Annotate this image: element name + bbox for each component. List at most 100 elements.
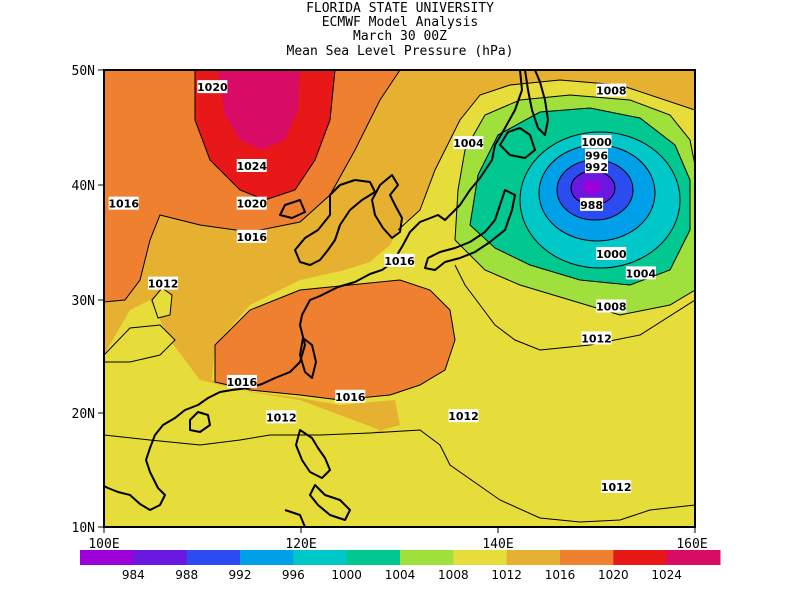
contour-label: 1020	[197, 80, 228, 94]
colorbar-label: 1008	[438, 568, 469, 582]
contour-label-text: 1016	[227, 376, 258, 389]
contour-label: 1012	[581, 331, 612, 345]
contour-labels: 1020 1024 1016 1020 1016 1012 1016 1016 1016 1012…	[108, 80, 656, 494]
contour-label-text: 1016	[108, 198, 139, 211]
lat-tick-30: 30N	[72, 294, 95, 309]
coast-japan-honshu	[424, 189, 516, 271]
isobar-1016-south	[104, 429, 695, 523]
isobar-1012-island	[151, 287, 173, 319]
contour-label: 1016	[384, 253, 415, 268]
colorbar-swatch	[453, 550, 508, 565]
colorbar: 984 988 992 996 1000 1004 1008 1012 1016 1020 1024	[80, 550, 721, 582]
fill-1028	[218, 70, 300, 150]
contour-label-bg	[585, 148, 608, 162]
contour-label-bg	[197, 80, 228, 94]
colorbar-swatch	[186, 550, 241, 565]
contour-label-text: 1000	[596, 248, 627, 261]
colorbar-swatch	[400, 550, 454, 565]
colorbar-swatch	[133, 550, 188, 565]
contour-label-bg	[585, 160, 608, 174]
contour-label-bg	[108, 196, 139, 210]
contour-label: 1008	[596, 83, 627, 98]
isobar-1000	[519, 131, 681, 269]
contour-label: 1016	[108, 196, 139, 211]
contour-label-bg	[596, 83, 627, 97]
colorbar-label: 1012	[491, 568, 522, 582]
contour-label: 1012	[448, 409, 479, 423]
contour-label: 1020	[236, 196, 267, 211]
contour-label-bg	[580, 197, 604, 211]
contour-label-bg	[581, 331, 612, 345]
contour-label: 1000	[581, 134, 612, 149]
coast-taiwan	[299, 337, 317, 379]
contour-label-text: 1004	[626, 267, 657, 280]
pressure-fill	[104, 70, 695, 527]
isobar-1012-west	[104, 324, 176, 363]
colorbar-label: 1000	[331, 568, 362, 582]
contour-label-bg	[625, 266, 656, 280]
lon-tick-140: 140E	[482, 537, 513, 552]
coast-japan-hokkaido	[499, 127, 536, 159]
title-line-3: March 30 00Z	[353, 29, 447, 44]
contour-label: 1004	[453, 136, 484, 150]
contour-label-text: 1004	[453, 137, 484, 150]
fill-1012-island	[152, 288, 172, 318]
fill-1012-south	[104, 430, 695, 527]
contour-label: 992	[585, 160, 608, 174]
fill-1020-central	[215, 280, 455, 400]
contour-label-text: 1020	[236, 198, 267, 211]
map-frame	[103, 69, 696, 528]
contour-label: 1012	[266, 410, 297, 424]
coast-asia-mainland	[104, 70, 523, 511]
colorbar-swatch	[560, 550, 614, 565]
contour-label-bg	[448, 409, 479, 423]
title-line-4: Mean Sea Level Pressure (hPa)	[286, 44, 514, 59]
contour-label: 988	[580, 197, 604, 212]
contour-label-bg	[226, 374, 257, 388]
contour-label-text: 1008	[596, 300, 627, 313]
isobar-1012-ne	[397, 79, 695, 231]
coast-sakhalin	[524, 70, 549, 136]
coast-visayas	[309, 484, 351, 521]
colorbar-swatch	[293, 550, 348, 565]
isobar-1004	[469, 107, 691, 286]
isobar-1020-central	[214, 279, 456, 401]
fill-984	[583, 180, 601, 194]
contour-label-text: 1012	[581, 332, 612, 345]
colorbar-swatch	[346, 550, 401, 565]
contour-label-bg	[236, 196, 267, 210]
contour-label: 1016	[335, 389, 366, 404]
contour-label: 1016	[226, 374, 258, 389]
colorbar-label: 1024	[651, 568, 682, 582]
fill-1012-west	[104, 325, 175, 362]
contour-label-text: 1016	[236, 231, 267, 244]
colorbar-swatch	[613, 550, 668, 565]
contour-label: 1000	[596, 246, 627, 261]
colorbar-label: 996	[282, 568, 305, 582]
contour-label-text: 996	[585, 150, 608, 163]
coast-borneo	[284, 509, 306, 527]
isobar-1020-west	[104, 70, 401, 303]
contour-label-bg	[384, 253, 415, 267]
contour-label-text: 1016	[335, 391, 366, 404]
contour-label: 1012	[601, 480, 632, 494]
contour-label: 1024	[236, 158, 267, 173]
contour-label-bg	[596, 299, 627, 313]
contour-label-bg	[236, 158, 267, 172]
colorbar-label: 1016	[545, 568, 576, 582]
contour-label-text: 1016	[384, 255, 415, 268]
colorbar-swatch	[506, 550, 561, 565]
contour-label: 1008	[596, 299, 627, 313]
title-line-1: FLORIDA STATE UNIVERSITY	[306, 1, 494, 16]
contour-label-text: 1020	[197, 81, 228, 94]
contour-label-text: 1000	[581, 136, 612, 149]
contour-label-text: 1012	[266, 411, 297, 424]
ticks	[98, 69, 696, 533]
contour-label: 1016	[236, 229, 267, 244]
contour-label-bg	[453, 136, 484, 150]
colorbar-label: 1004	[385, 568, 416, 582]
contour-label-text: 992	[585, 161, 608, 174]
coast-bohai	[294, 179, 376, 266]
fill-1012-se	[430, 440, 695, 527]
